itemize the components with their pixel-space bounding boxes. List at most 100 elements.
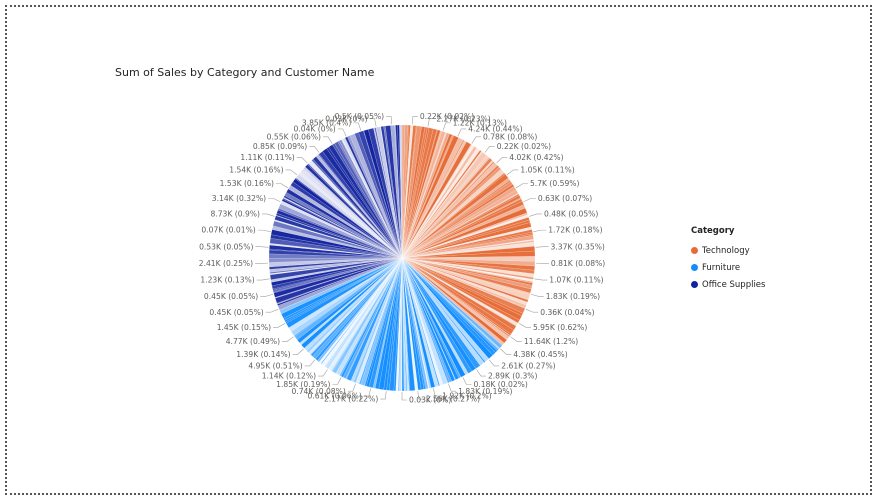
data-label: 1.83K (0.19%) [546, 292, 600, 301]
data-label: 0.36K (0.04%) [540, 308, 594, 317]
leader-line [369, 118, 377, 127]
leader-line [386, 116, 393, 125]
leader-line [462, 377, 472, 385]
leader-line [534, 278, 548, 281]
leader-line [282, 336, 294, 342]
leader-line [471, 136, 481, 144]
legend-marker-icon [691, 247, 698, 254]
data-label: 1.54K (0.16%) [229, 166, 283, 175]
leader-line [427, 118, 435, 127]
chart-title: Sum of Sales by Category and Customer Na… [115, 66, 375, 79]
leader-line [500, 348, 512, 355]
leader-line [515, 183, 528, 189]
data-label: 0.81K (0.08%) [551, 259, 605, 268]
data-label: 2.17K (0.22%) [324, 395, 378, 404]
legend-marker-icon [691, 264, 698, 271]
data-label: 8.73K (0.9%) [210, 210, 260, 219]
data-label: 0.55K (0.06%) [267, 132, 321, 141]
leader-line [457, 128, 467, 137]
leader-line [523, 198, 536, 203]
data-label: 0.04K (0%) [294, 125, 336, 134]
data-label: 3.85K (0.4%) [302, 118, 352, 127]
leader-line [255, 246, 269, 248]
data-label: 4.24K (0.44%) [468, 125, 522, 134]
data-label: 0.45K (0.05%) [209, 308, 263, 317]
leader-line [285, 169, 298, 176]
leader-line [488, 359, 500, 367]
leader-line [276, 183, 289, 189]
legend-label: Office Supplies [702, 279, 766, 290]
pie-slices [268, 124, 536, 392]
data-label: 5.7K (0.59%) [530, 179, 580, 188]
leader-line [257, 229, 271, 232]
data-label: 0.07K (0.01%) [201, 226, 255, 235]
data-label: 0.03K (0%) [325, 114, 367, 123]
leader-line [337, 128, 347, 137]
leader-line [265, 308, 279, 313]
data-label: 1.14K (0.12%) [262, 372, 316, 381]
leader-line [363, 388, 371, 397]
data-label: 0.63K (0.07%) [538, 194, 592, 203]
leader-line [496, 157, 508, 164]
data-label: 1.11K (0.11%) [240, 153, 294, 162]
legend-marker-icon [691, 281, 698, 288]
leader-line [318, 369, 328, 377]
leader-line [506, 169, 519, 176]
leader-line [525, 308, 539, 313]
data-label: 0.61K (0.06%) [307, 392, 361, 401]
data-labels: 0.22K (0.02%)2.27K (0.23%)1.22K (0.13%)4… [199, 112, 606, 405]
leader-line [332, 377, 342, 385]
data-label: 1.23K (0.13%) [200, 276, 254, 285]
data-label: 4.95K (0.51%) [248, 362, 302, 371]
data-label: 3.37K (0.35%) [551, 242, 605, 251]
leader-line [292, 348, 304, 355]
data-label: 0.18K (0.02%) [474, 380, 528, 389]
leader-line [260, 293, 274, 297]
data-label: 0.74K (0.08%) [291, 387, 345, 396]
data-label: 3.14K (0.32%) [212, 194, 266, 203]
leader-line [518, 323, 531, 328]
data-label: 2.61K (0.27%) [501, 362, 555, 371]
legend-title: Category [691, 226, 735, 236]
leader-line [268, 198, 281, 203]
data-label: 2.56K (0.27%) [426, 395, 480, 404]
leader-line [304, 359, 316, 367]
data-label: 2.27K (0.23%) [436, 114, 490, 123]
data-label: 1.72K (0.18%) [548, 226, 602, 235]
leader-line [262, 213, 275, 217]
leader-line [448, 383, 457, 392]
leader-line [433, 388, 441, 397]
legend-item-furniture[interactable]: Furniture [691, 259, 765, 276]
pie-slice-office-supplies[interactable] [399, 124, 403, 259]
visual-frame [5, 5, 872, 495]
data-label: 0.45K (0.05%) [204, 292, 258, 301]
legend-label: Technology [702, 245, 750, 256]
data-label: 0.78K (0.08%) [483, 132, 537, 141]
legend-item-office-supplies[interactable]: Office Supplies [691, 276, 765, 293]
data-label: 4.02K (0.42%) [509, 153, 563, 162]
data-label: 1.07K (0.11%) [549, 276, 603, 285]
data-label: 2.89K (0.3%) [488, 372, 538, 381]
leader-line [510, 336, 522, 342]
data-label: 2.41K (0.25%) [199, 259, 253, 268]
leader-line [484, 146, 495, 153]
legend-item-technology[interactable]: Technology [691, 242, 765, 259]
leader-line [323, 136, 333, 144]
data-label: 0.5K (0.05%) [335, 112, 385, 121]
legend-label: Furniture [702, 262, 741, 273]
data-label: 4.77K (0.49%) [226, 337, 280, 346]
leader-lines [255, 116, 549, 401]
leader-line [353, 122, 362, 131]
data-label: 0.03K (0%) [409, 396, 451, 405]
data-label: 0.22K (0.02%) [420, 112, 474, 121]
leader-line [417, 391, 424, 400]
legend: Category Technology Furniture Office Sup… [691, 226, 765, 293]
data-label: 1.45K (0.15%) [217, 323, 271, 332]
leader-line [296, 157, 308, 164]
leader-line [309, 146, 320, 153]
leader-line [401, 392, 407, 401]
data-label: 1.39K (0.14%) [236, 350, 290, 359]
data-label: 5.95K (0.62%) [533, 323, 587, 332]
leader-line [273, 323, 286, 328]
